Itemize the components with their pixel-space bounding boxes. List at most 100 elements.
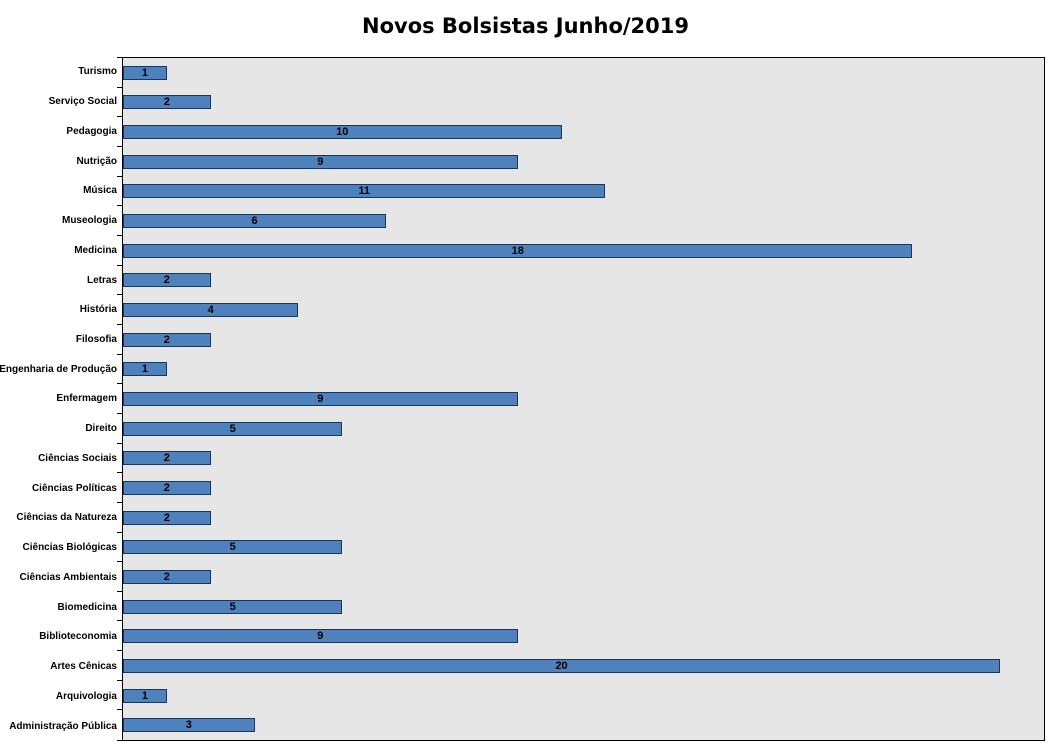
bar-row: 18 <box>117 234 1044 266</box>
category-label-row: Letras <box>0 265 122 295</box>
bar-value-label: 2 <box>163 333 170 346</box>
bar-value-label: 9 <box>317 393 324 406</box>
bar <box>123 540 343 555</box>
bar <box>123 95 211 110</box>
category-label-row: Serviço Social <box>0 87 122 117</box>
bar-value-label: 9 <box>317 630 324 643</box>
bar-row: 10 <box>117 116 1044 147</box>
category-label-row: Ciências Biológicas <box>0 533 122 563</box>
category-label: Administração Pública <box>9 720 117 732</box>
bar <box>123 481 211 496</box>
category-label: Ciências Políticas <box>31 482 117 494</box>
bar <box>123 599 343 614</box>
bar-row: 9 <box>117 620 1044 651</box>
bar-value-label: 5 <box>229 541 236 554</box>
bar-row: 9 <box>117 145 1044 177</box>
category-label-row: História <box>0 295 122 325</box>
bar <box>123 303 299 318</box>
bar-row: 3 <box>117 709 1044 740</box>
bar-row: 5 <box>117 590 1044 622</box>
bar-row: 2 <box>117 501 1044 533</box>
bar-row: 5 <box>117 412 1044 444</box>
bar-value-label: 1 <box>141 66 148 79</box>
bar <box>123 569 211 584</box>
category-label-row: Administração Pública <box>0 711 122 741</box>
bar-row: 2 <box>117 86 1044 118</box>
bar <box>123 332 211 347</box>
bar-row: 11 <box>117 175 1044 207</box>
bar-row: 6 <box>117 205 1044 236</box>
category-label-row: Biomedicina <box>0 592 122 622</box>
category-label: Pedagogia <box>66 125 117 137</box>
category-label: Arquivologia <box>55 690 117 702</box>
category-label: Serviço Social <box>48 96 117 108</box>
bar-row: 1 <box>117 57 1044 88</box>
bar-row: 1 <box>117 353 1044 385</box>
bar-value-label: 6 <box>251 215 258 228</box>
bar-row: 1 <box>117 679 1044 711</box>
bar-row: 5 <box>117 531 1044 563</box>
category-label: Biblioteconomia <box>39 631 117 643</box>
category-label: História <box>79 304 117 316</box>
bar <box>123 688 167 703</box>
bar <box>123 154 518 169</box>
category-label: Filosofia <box>75 333 117 345</box>
bar-value-label: 5 <box>229 600 236 613</box>
bar-value-label: 2 <box>163 482 170 495</box>
category-label-row: Pedagogia <box>0 116 122 146</box>
chart-body: Turismo Serviço Social Pedagogia Nutrição Mú… <box>0 57 1045 741</box>
category-label: Ciências Ambientais <box>19 571 117 583</box>
bar <box>123 392 518 407</box>
category-label-row: Música <box>0 176 122 206</box>
bar-row: 9 <box>117 383 1044 414</box>
bar-value-label: 5 <box>229 422 236 435</box>
bar <box>123 421 343 436</box>
bar <box>123 65 167 80</box>
bar-value-label: 11 <box>358 185 371 198</box>
bar-row: 2 <box>117 561 1044 592</box>
category-label-row: Engenharia de Produção <box>0 354 122 384</box>
category-label-row: Arquivologia <box>0 681 122 711</box>
category-label-row: Artes Cênicas <box>0 652 122 682</box>
bar-value-label: 1 <box>141 363 148 376</box>
category-label: Engenharia de Produção <box>0 363 117 375</box>
bar-row: 2 <box>117 472 1044 503</box>
category-label-row: Filosofia <box>0 325 122 355</box>
bar-value-label: 10 <box>336 126 349 139</box>
bar-value-label: 2 <box>163 511 170 524</box>
bar-value-label: 4 <box>207 304 214 317</box>
category-label-row: Ciências da Natureza <box>0 503 122 533</box>
category-label-row: Biblioteconomia <box>0 622 122 652</box>
bar <box>123 658 1001 673</box>
category-label: Medicina <box>74 244 117 256</box>
bar-value-label: 2 <box>163 570 170 583</box>
category-label-row: Ciências Políticas <box>0 473 122 503</box>
bar-value-label: 18 <box>511 244 524 257</box>
bar-value-label: 3 <box>185 719 192 732</box>
category-label-row: Enfermagem <box>0 384 122 414</box>
category-label: Turismo <box>78 66 117 78</box>
category-label-row: Ciências Ambientais <box>0 562 122 592</box>
bar <box>123 362 167 377</box>
category-label: Ciências Biológicas <box>22 542 117 554</box>
bar-value-label: 9 <box>317 155 324 168</box>
chart-title: Novos Bolsistas Junho/2019 <box>362 14 689 38</box>
bar-row: 2 <box>117 264 1044 296</box>
bar <box>123 510 211 525</box>
bar <box>123 243 913 258</box>
category-labels: Turismo Serviço Social Pedagogia Nutrição Mú… <box>0 57 122 741</box>
bar <box>123 273 211 288</box>
bar-row: 2 <box>117 442 1044 474</box>
bar-value-label: 20 <box>555 659 568 672</box>
category-label: Museologia <box>61 215 117 227</box>
bar-value-label: 1 <box>141 689 148 702</box>
category-label: Nutrição <box>76 155 117 167</box>
category-label-row: Ciências Sociais <box>0 444 122 474</box>
category-label: Ciências da Natureza <box>16 512 117 524</box>
category-label: Enfermagem <box>56 393 117 405</box>
bar-value-label: 2 <box>163 452 170 465</box>
plot-area: 1 2 10 9 11 6 18 2 4 2 1 9 5 2 2 2 5 2 5 9 20 1 3 <box>117 57 1045 741</box>
category-label-row: Turismo <box>0 57 122 87</box>
category-label: Música <box>83 185 117 197</box>
